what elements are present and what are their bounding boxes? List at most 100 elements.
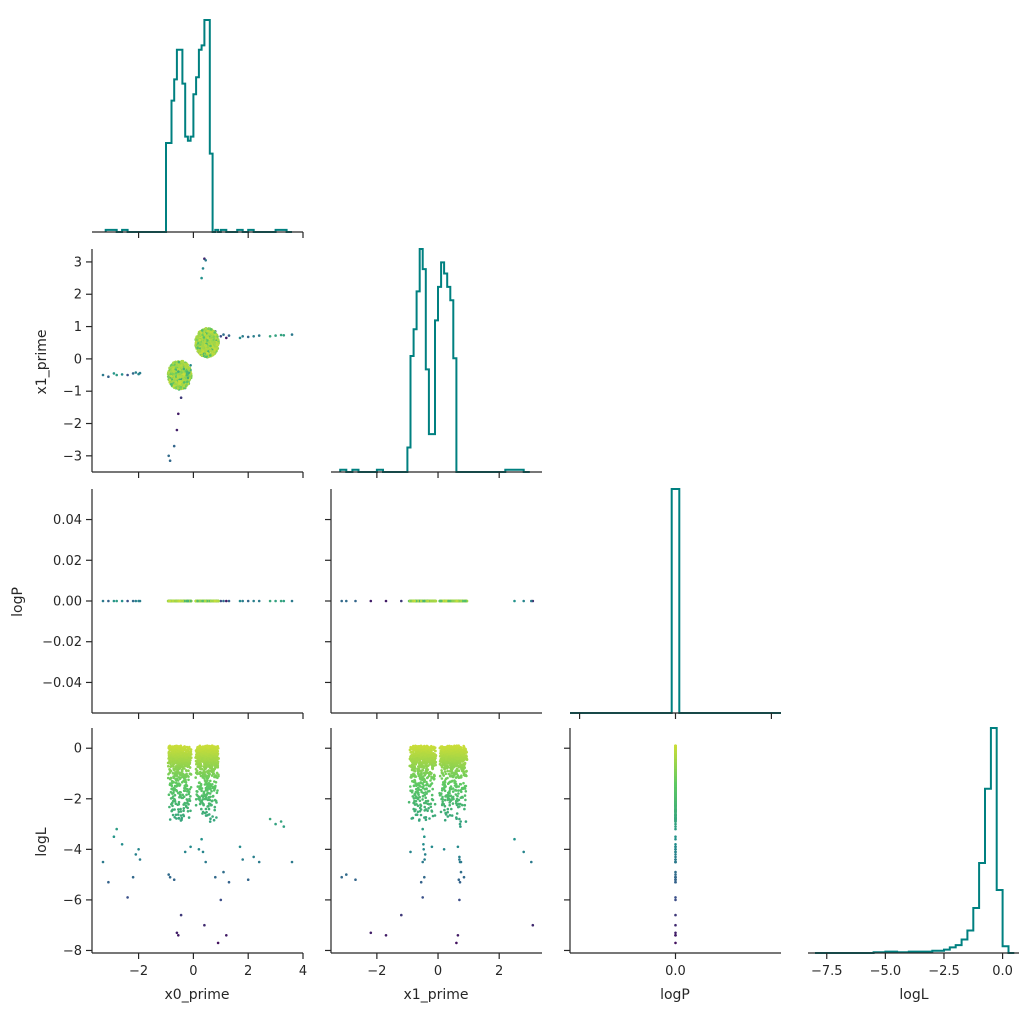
- panel-logP-vs-x1_prime: [325, 489, 542, 719]
- scatter-point: [216, 941, 220, 945]
- scatter-point: [179, 814, 183, 817]
- scatter-point: [182, 373, 186, 376]
- scatter-point: [173, 382, 177, 386]
- scatter-point: [513, 599, 516, 603]
- scatter-point: [204, 599, 207, 603]
- scatter-point: [194, 341, 198, 344]
- scatter-point: [208, 820, 212, 823]
- scatter-point: [112, 372, 116, 375]
- scatter-point: [194, 776, 197, 779]
- scatter-point: [189, 795, 192, 798]
- scatter-point: [209, 817, 212, 820]
- scatter-point: [186, 380, 189, 384]
- scatter-point: [279, 820, 283, 823]
- scatter-point: [268, 335, 272, 338]
- scatter-point: [177, 412, 180, 416]
- scatter-point: [246, 599, 250, 603]
- scatter-point: [167, 454, 170, 458]
- scatter-point: [210, 340, 214, 343]
- scatter-point: [274, 599, 277, 603]
- scatter-point: [268, 817, 272, 821]
- scatter-point: [205, 355, 208, 359]
- scatter-point: [200, 276, 203, 280]
- y-tick-label: 0: [74, 352, 82, 367]
- scatter-point: [115, 827, 118, 831]
- scatter-point: [522, 599, 525, 603]
- scatter-point: [530, 599, 533, 603]
- scatter-point: [206, 336, 210, 340]
- scatter-point: [168, 459, 172, 463]
- scatter-point: [200, 351, 203, 355]
- scatter-point: [201, 346, 204, 350]
- scatter-point: [434, 599, 437, 603]
- scatter-point: [227, 880, 231, 884]
- scatter-point: [227, 599, 231, 603]
- scatter-point: [201, 267, 205, 270]
- scatter-point: [168, 599, 172, 603]
- y-tick-label: −0.04: [42, 676, 82, 691]
- scatter-point: [426, 599, 430, 603]
- scatter-point: [182, 367, 186, 371]
- scatter-point: [241, 858, 244, 861]
- scatter-point: [345, 599, 348, 603]
- scatter-point: [179, 385, 183, 389]
- scatter-point: [174, 813, 178, 817]
- scatter-point: [252, 599, 255, 603]
- scatter-point: [138, 371, 142, 375]
- scatter-point: [225, 336, 228, 340]
- scatter-point: [179, 364, 183, 367]
- scatter-point: [246, 878, 250, 881]
- scatter-point: [252, 855, 255, 859]
- scatter-point: [131, 599, 135, 603]
- scatter-point: [194, 343, 197, 347]
- scatter-point: [213, 342, 216, 346]
- scatter-point: [178, 382, 181, 385]
- scatter-point: [196, 599, 199, 603]
- scatter-point: [290, 860, 294, 864]
- scatter-point: [279, 599, 283, 603]
- y-tick-label: −0.02: [42, 635, 82, 650]
- scatter-point: [268, 599, 272, 603]
- y-tick-label: −1: [63, 385, 82, 400]
- scatter-point: [112, 835, 116, 838]
- scatter-point: [369, 599, 373, 603]
- scatter-point: [213, 333, 217, 336]
- scatter-point: [274, 334, 277, 337]
- scatter-point: [210, 599, 214, 603]
- scatter-point: [204, 259, 207, 262]
- scatter-point: [440, 599, 443, 603]
- scatter-point: [138, 858, 142, 861]
- scatter-point: [419, 599, 423, 603]
- scatter-point: [171, 599, 174, 603]
- scatter-point: [179, 913, 183, 917]
- scatter-point: [167, 375, 170, 378]
- scatter-point: [209, 349, 212, 353]
- scatter-point: [209, 330, 212, 334]
- scatter-point: [213, 599, 216, 603]
- scatter-point: [194, 798, 198, 801]
- scatter-point: [463, 599, 467, 603]
- scatter-point: [176, 387, 180, 390]
- y-tick-label: 3: [74, 255, 82, 270]
- scatter-point: [185, 383, 188, 387]
- scatter-point: [203, 332, 207, 336]
- scatter-point: [204, 348, 207, 352]
- scatter-point: [204, 807, 208, 811]
- scatter-point: [175, 362, 178, 365]
- scatter-point: [384, 599, 388, 603]
- scatter-point: [187, 368, 191, 371]
- scatter-point: [210, 799, 214, 803]
- scatter-point: [208, 354, 212, 357]
- y-tick-label: 2: [74, 288, 82, 303]
- y-tick-label: 0.00: [53, 595, 82, 610]
- scatter-point: [282, 599, 286, 603]
- scatter-point: [176, 375, 180, 379]
- scatter-point: [225, 599, 228, 603]
- scatter-point: [107, 880, 110, 884]
- scatter-point: [274, 822, 277, 826]
- scatter-point: [185, 599, 189, 603]
- scatter-point: [214, 875, 217, 879]
- scatter-point: [189, 373, 192, 377]
- scatter-point: [126, 896, 129, 899]
